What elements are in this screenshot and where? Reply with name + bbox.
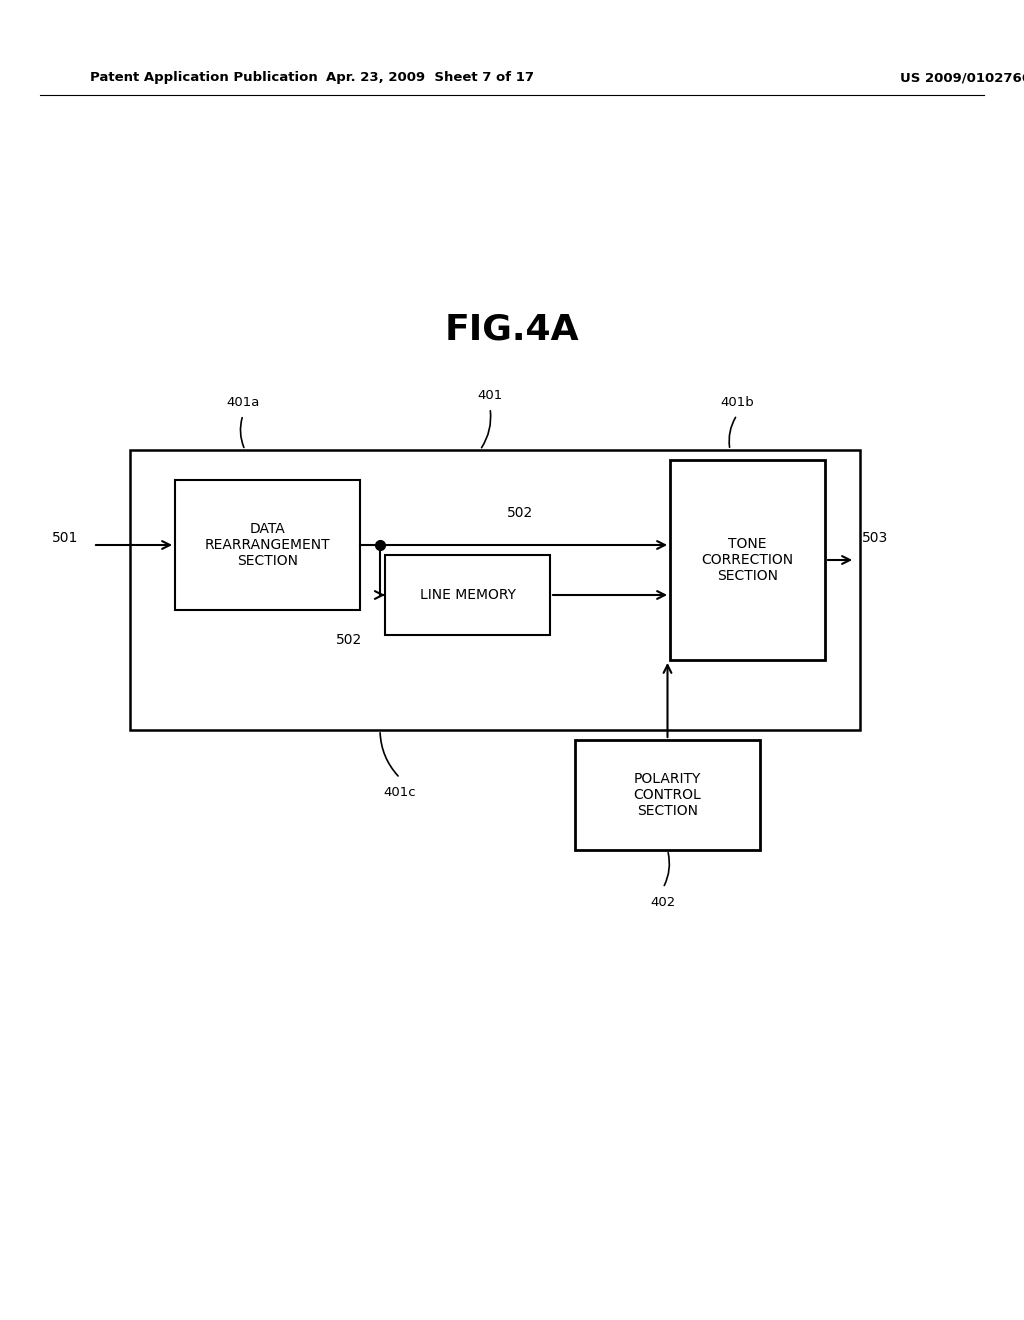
Bar <box>175 480 360 610</box>
Bar <box>575 741 760 850</box>
Bar <box>385 554 550 635</box>
Text: 501: 501 <box>51 531 78 545</box>
Text: Apr. 23, 2009  Sheet 7 of 17: Apr. 23, 2009 Sheet 7 of 17 <box>326 71 534 84</box>
Text: LINE MEMORY: LINE MEMORY <box>420 587 515 602</box>
Text: 502: 502 <box>336 634 362 647</box>
Text: 502: 502 <box>507 506 534 520</box>
Text: TONE
CORRECTION
SECTION: TONE CORRECTION SECTION <box>701 537 794 583</box>
Bar <box>130 450 860 730</box>
Text: 401a: 401a <box>226 396 260 409</box>
Text: DATA
REARRANGEMENT
SECTION: DATA REARRANGEMENT SECTION <box>205 521 331 568</box>
Text: Patent Application Publication: Patent Application Publication <box>90 71 317 84</box>
Text: 401: 401 <box>477 389 503 403</box>
Text: 401c: 401c <box>384 785 417 799</box>
Text: 503: 503 <box>862 531 888 545</box>
Bar <box>670 459 825 660</box>
Text: 401b: 401b <box>720 396 754 409</box>
Text: 402: 402 <box>650 896 676 909</box>
Text: POLARITY
CONTROL
SECTION: POLARITY CONTROL SECTION <box>634 772 701 818</box>
Text: US 2009/0102766 A1: US 2009/0102766 A1 <box>900 71 1024 84</box>
Text: FIG.4A: FIG.4A <box>444 313 580 347</box>
